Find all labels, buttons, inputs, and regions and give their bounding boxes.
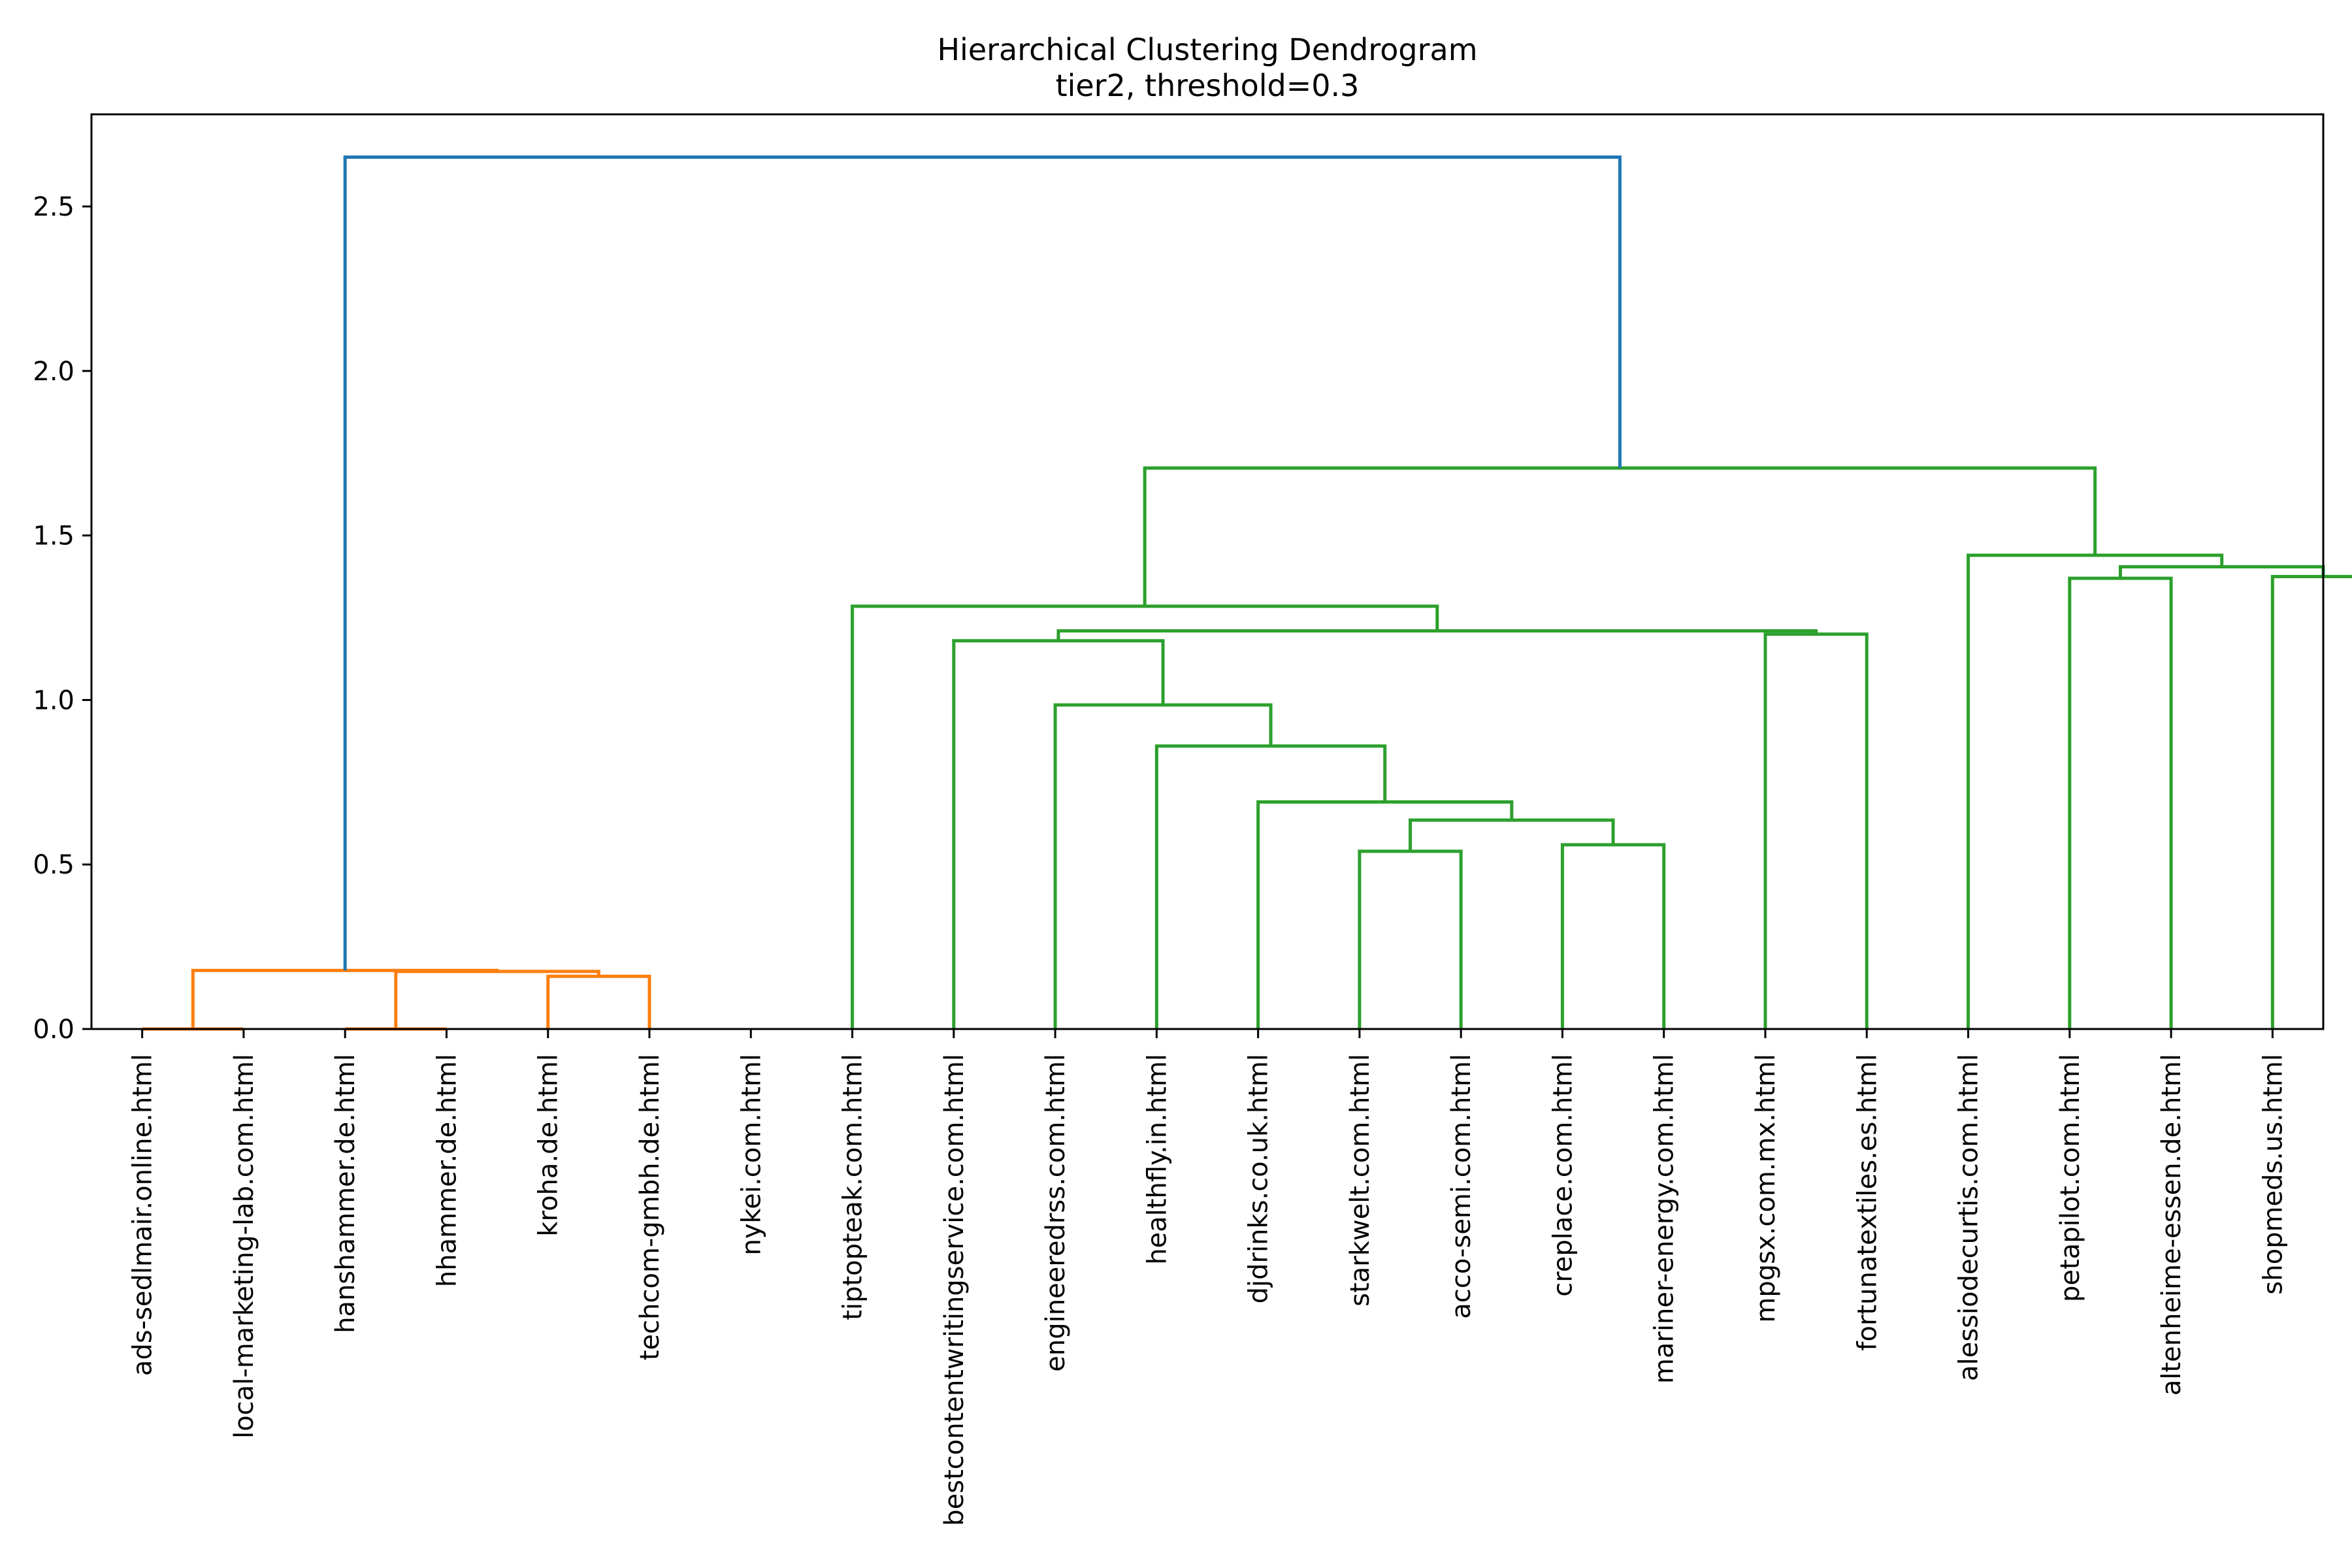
leaf-label: acco-semi.com.html: [1446, 1054, 1477, 1319]
y-tick-label: 2.0: [33, 357, 74, 387]
plot-frame: [90, 113, 2325, 1030]
leaf-label: ads-sedlmair.online.html: [128, 1054, 158, 1376]
leaf-label: petapilot.com.html: [2055, 1054, 2085, 1302]
dendrogram-link: [343, 155, 1622, 971]
leaf-label: local-marketing-lab.com.html: [229, 1054, 259, 1439]
leaf-label: creplace.com.html: [1548, 1054, 1578, 1297]
leaf-label: bestcontentwritingservice.com.html: [939, 1054, 970, 1526]
leaf-label: healthfly.in.html: [1142, 1054, 1172, 1265]
y-tick-label: 0.0: [33, 1015, 74, 1045]
y-tick-label: 1.0: [33, 685, 74, 715]
y-tick-label: 1.5: [33, 521, 74, 551]
leaf-label: starkwelt.com.html: [1345, 1054, 1375, 1307]
y-axis: 0.0 0.5 1.0 1.5 2.0 2.5: [33, 192, 91, 1045]
leaf-label: nykei.com.html: [736, 1054, 766, 1255]
leaf-label: engineeredrss.com.html: [1041, 1054, 1071, 1372]
dendrogram-links: [142, 155, 2352, 1031]
leaf-label: altenheime-essen.de.html: [2157, 1054, 2187, 1396]
leaf-label: hanshammer.de.html: [331, 1054, 361, 1333]
leaf-label: hhammer.de.html: [432, 1054, 462, 1287]
leaf-label: kroha.de.html: [534, 1054, 564, 1237]
leaf-label: fortunatextiles.es.html: [1852, 1054, 1882, 1351]
leaf-label: alessiodecurtis.com.html: [1954, 1054, 1984, 1381]
chart-title: Hierarchical Clustering Dendrogram: [937, 32, 1477, 67]
leaf-label: shopmeds.us.html: [2258, 1054, 2288, 1295]
leaf-label: mpgsx.com.mx.html: [1751, 1054, 1781, 1323]
leaf-label: djdrinks.co.uk.html: [1244, 1054, 1274, 1303]
chart-subtitle: tier2, threshold=0.3: [1056, 68, 1360, 103]
leaf-label: techcom-gmbh.de.html: [635, 1054, 665, 1360]
leaf-label: tiptopteak.com.html: [838, 1054, 868, 1320]
leaf-label: mariner-energy.com.html: [1650, 1054, 1680, 1384]
y-tick-label: 0.5: [33, 850, 74, 880]
x-axis: ads-sedlmair.online.html local-marketing-…: [128, 1029, 2288, 1526]
y-tick-label: 2.5: [33, 192, 74, 222]
